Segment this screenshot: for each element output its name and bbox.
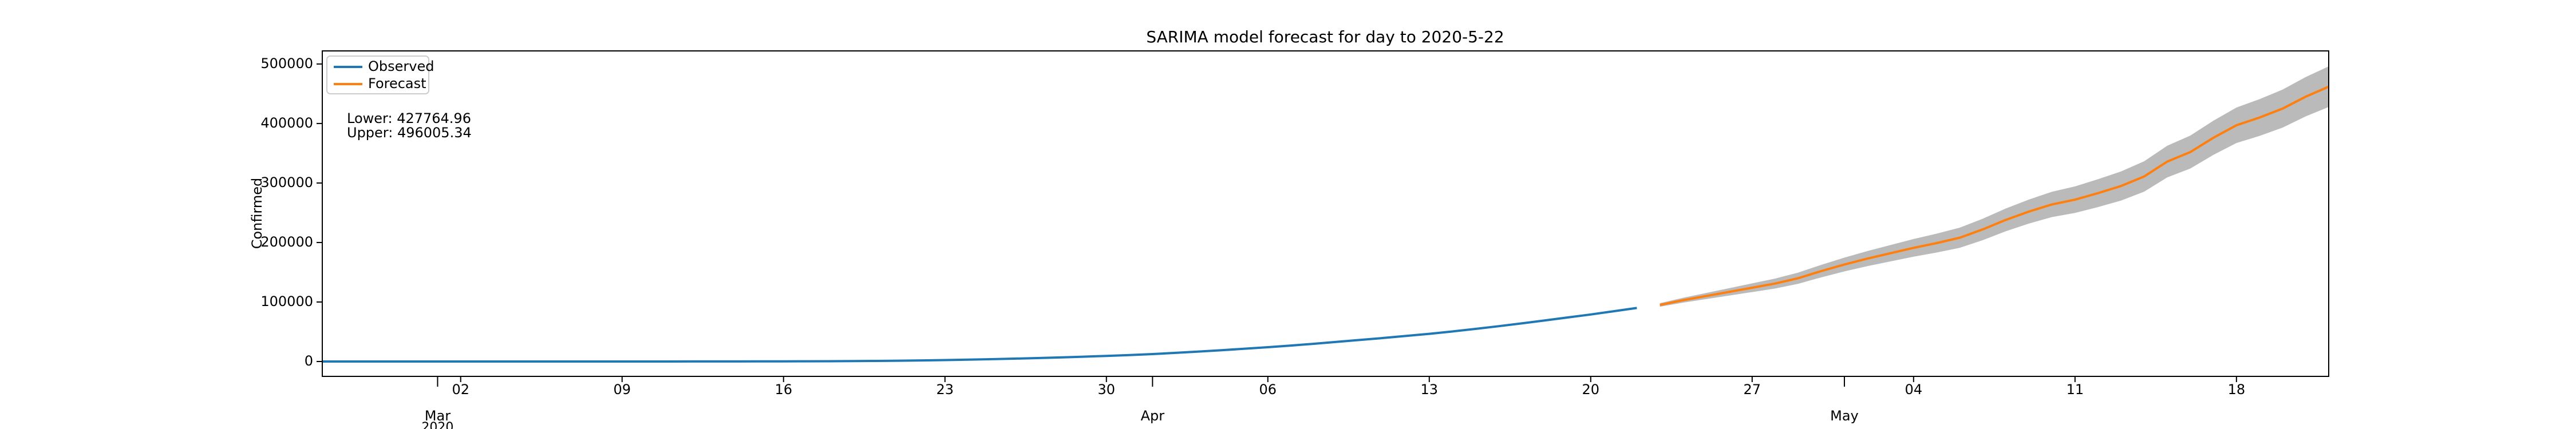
legend-label: Observed — [368, 58, 434, 74]
x-tick-label: 04 — [1905, 382, 1923, 398]
y-tick-label: 0 — [305, 353, 313, 369]
x-tick-label: 16 — [775, 382, 792, 398]
x-tick-label: 27 — [1744, 382, 1761, 398]
series-line — [322, 307, 1637, 363]
x-tick-label: 13 — [1421, 382, 1439, 398]
y-tick-label: 300000 — [260, 174, 313, 190]
x-month-label: Mar — [425, 408, 451, 424]
x-tick-label: 18 — [2228, 382, 2246, 398]
legend: Observed Forecast — [326, 55, 434, 94]
y-tick-label: 200000 — [260, 234, 313, 250]
y-tick-label: 500000 — [260, 55, 313, 72]
x-tick-label: 30 — [1097, 382, 1115, 398]
annotation: Upper: 496005.34 — [347, 125, 472, 141]
y-tick-label: 400000 — [260, 115, 313, 131]
x-tick-label: 02 — [452, 382, 469, 398]
x-month-label: May — [1830, 408, 1859, 424]
x-tick-label: 23 — [936, 382, 954, 398]
x-tick-label: 09 — [613, 382, 631, 398]
legend-label: Forecast — [368, 76, 426, 92]
confidence-band — [1660, 66, 2329, 307]
x-tick-label: 11 — [2067, 382, 2084, 398]
x-year-label: 2020 — [421, 420, 453, 429]
y-tick-label: 100000 — [260, 293, 313, 309]
chart-title: SARIMA model forecast for day to 2020-5-… — [1146, 27, 1504, 46]
plot-frame — [322, 50, 2329, 377]
annotation: Lower: 427764.96 — [347, 110, 471, 126]
x-tick-label: 20 — [1582, 382, 1600, 398]
x-month-label: Apr — [1141, 408, 1165, 424]
y-axis-label: Confirmed — [249, 178, 265, 249]
series-line — [1660, 85, 2329, 307]
x-tick-label: 06 — [1259, 382, 1277, 398]
